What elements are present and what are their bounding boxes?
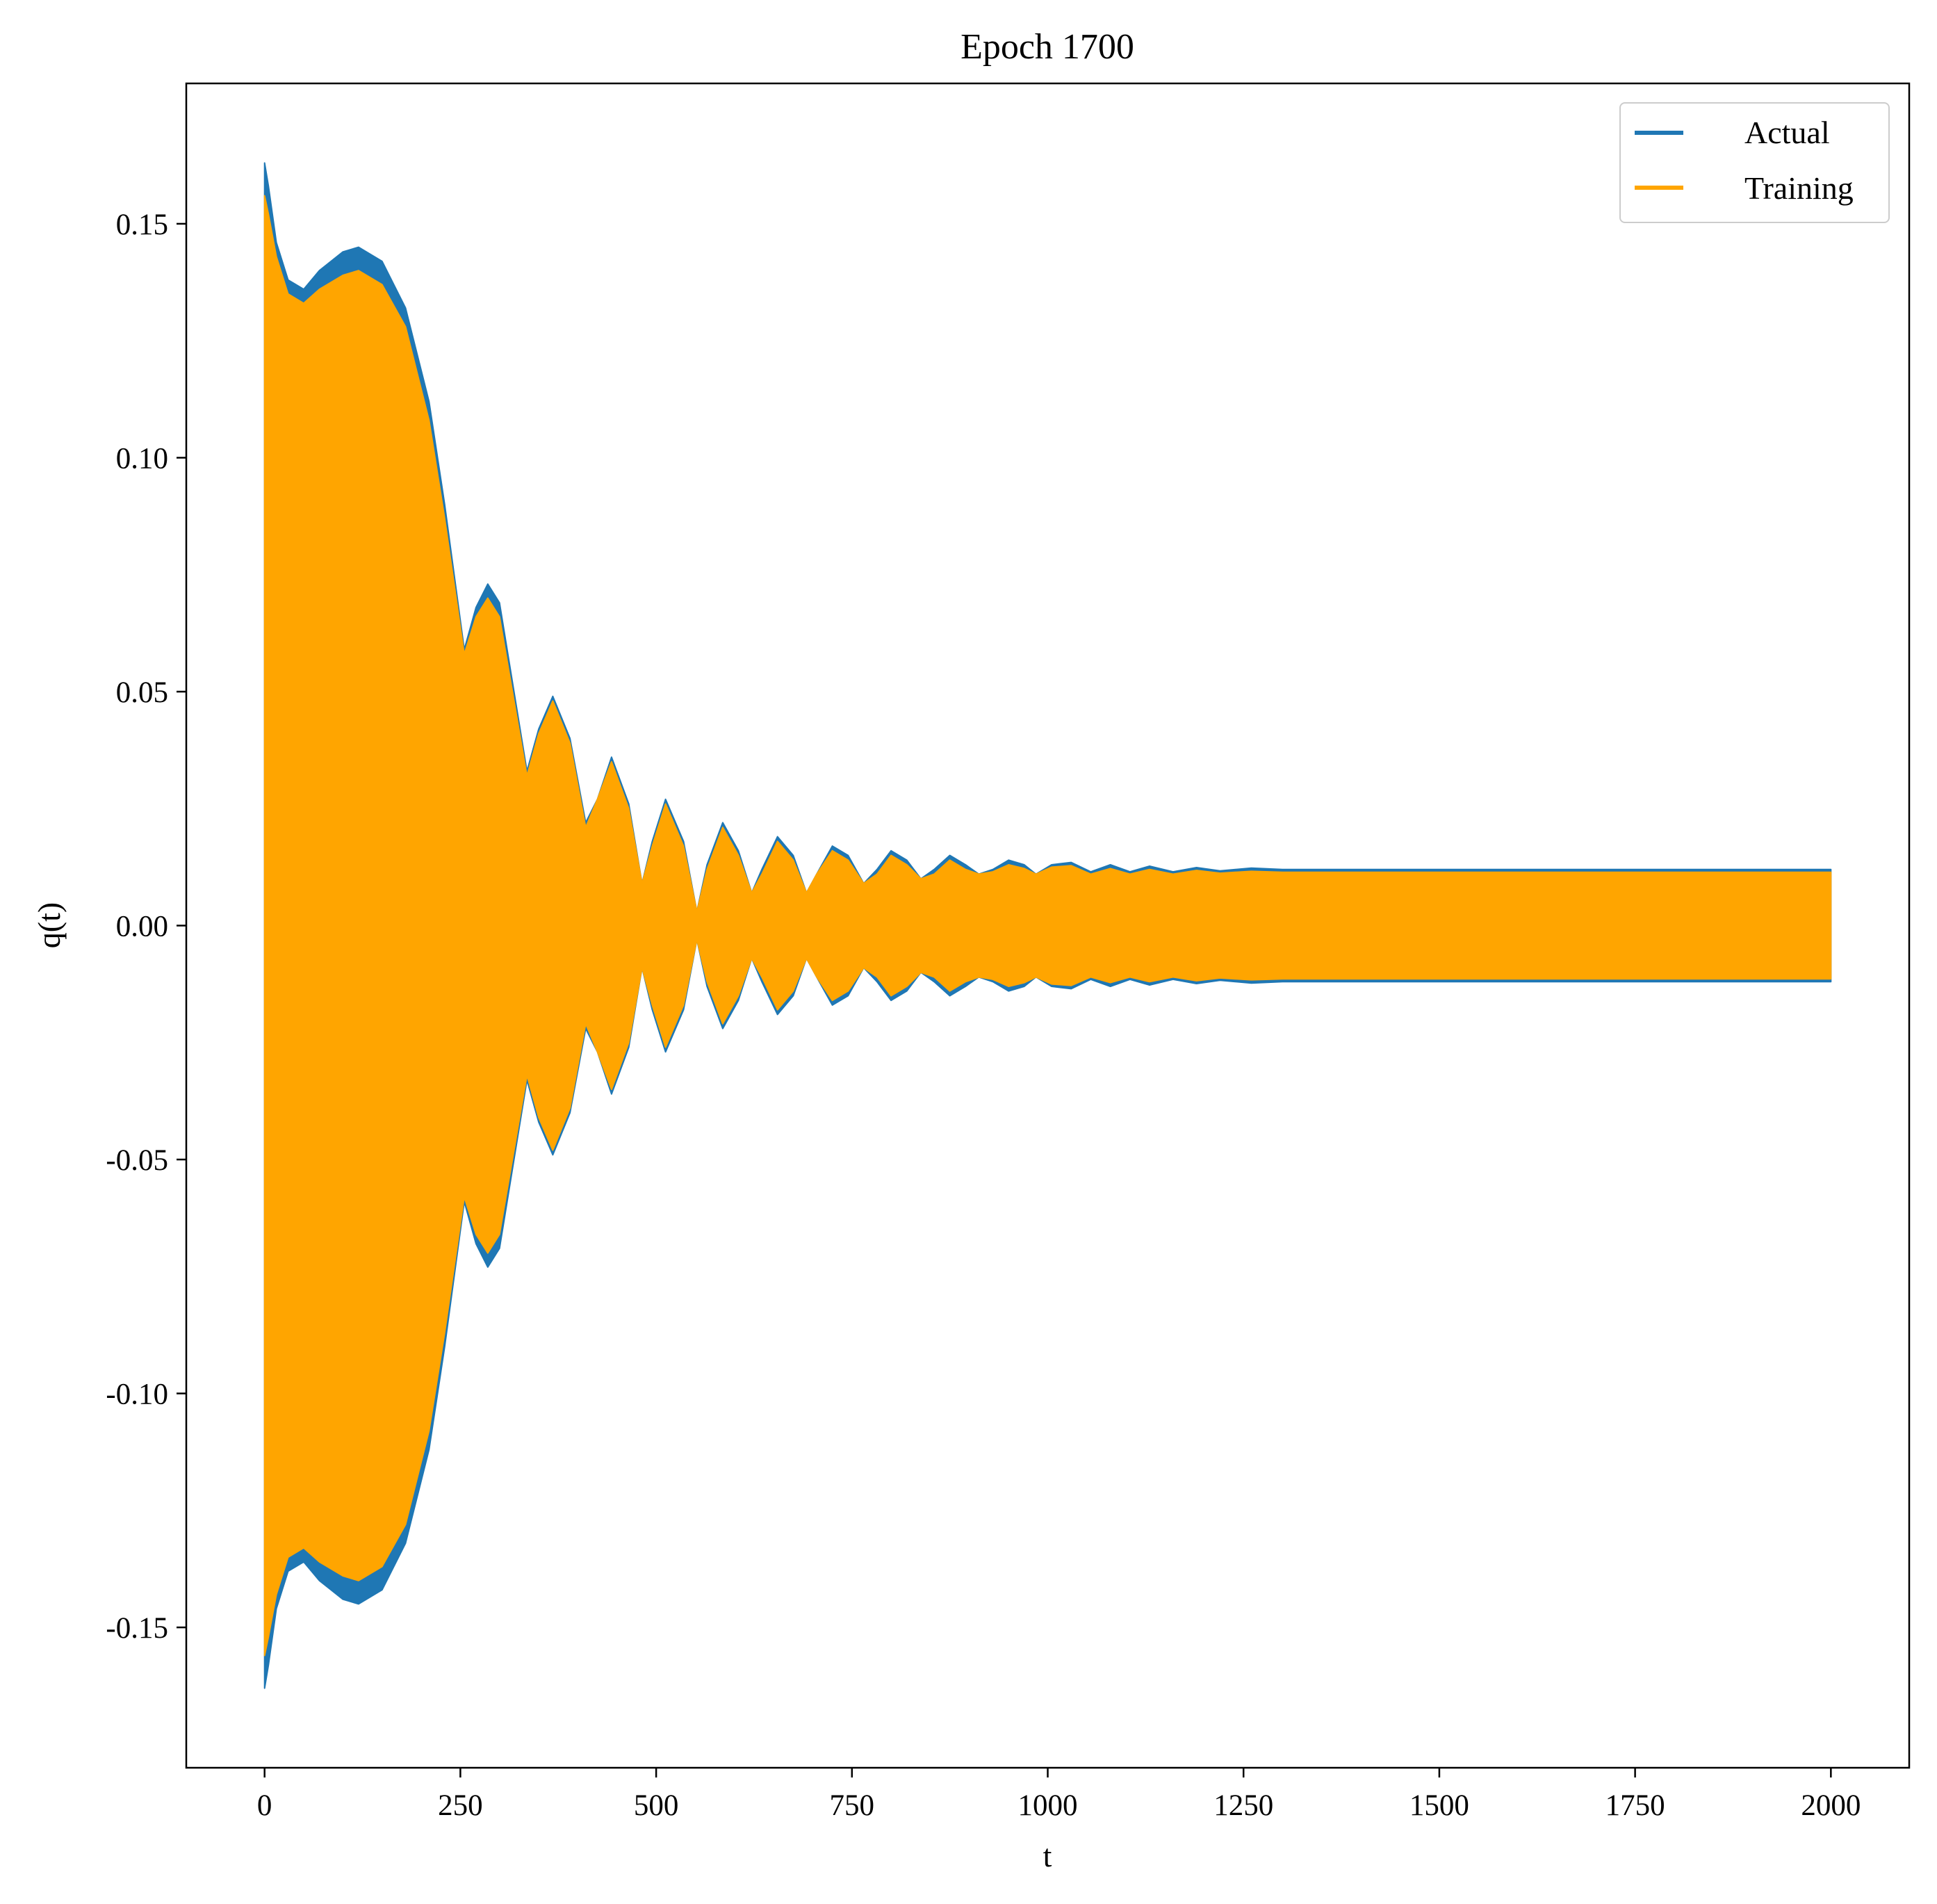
y-tick-label: 0.15 xyxy=(116,209,168,241)
legend-box xyxy=(1619,102,1890,223)
x-tick-label: 500 xyxy=(634,1789,679,1822)
x-tick-label: 1750 xyxy=(1605,1789,1665,1822)
y-axis-label: q(t) xyxy=(31,902,67,948)
x-tick-label: 0 xyxy=(257,1789,272,1822)
y-tick-label: -0.10 xyxy=(106,1378,168,1411)
x-tick-label: 750 xyxy=(830,1789,875,1822)
series-training-envelope xyxy=(263,195,1832,1657)
x-axis: 0 250 500 750 1000 1250 1500 1750 2000 xyxy=(257,1768,1861,1822)
legend: Actual Training xyxy=(1619,102,1890,223)
plot-area xyxy=(263,162,1832,1689)
chart-title: Epoch 1700 xyxy=(961,27,1134,67)
y-tick-label: -0.15 xyxy=(106,1612,168,1645)
x-tick-label: 1500 xyxy=(1409,1789,1469,1822)
x-tick-label: 1250 xyxy=(1213,1789,1273,1822)
y-tick-label: 0.10 xyxy=(116,442,168,475)
legend-label-training: Training xyxy=(1744,170,1854,206)
x-axis-label: t xyxy=(1043,1838,1052,1873)
x-tick-label: 2000 xyxy=(1801,1789,1861,1822)
legend-label-actual: Actual xyxy=(1744,115,1830,150)
y-axis: -0.15 -0.10 -0.05 0.00 0.05 0.10 0.15 xyxy=(106,209,186,1645)
x-tick-label: 250 xyxy=(438,1789,483,1822)
y-tick-label: 0.05 xyxy=(116,676,168,709)
y-tick-label: 0.00 xyxy=(116,911,168,943)
x-tick-label: 1000 xyxy=(1018,1789,1078,1822)
y-tick-label: -0.05 xyxy=(106,1144,168,1177)
